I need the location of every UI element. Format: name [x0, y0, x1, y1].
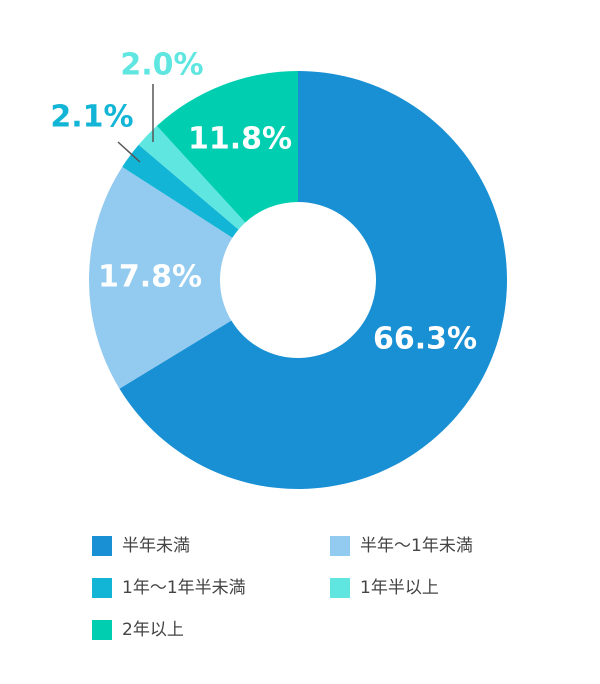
legend-swatch — [92, 536, 112, 556]
slice — [89, 166, 233, 389]
legend-swatch — [330, 578, 350, 598]
slice — [122, 144, 239, 238]
legend-label: 2年以上 — [122, 620, 184, 640]
leader-line — [117, 141, 141, 163]
legend-label: 半年未満 — [122, 536, 190, 556]
value-label: 11.8% — [188, 122, 292, 157]
slice — [138, 125, 246, 230]
legend-label: 1年半以上 — [360, 578, 439, 598]
slice — [156, 71, 298, 223]
value-label: 2.0% — [120, 48, 203, 83]
slice — [119, 71, 508, 489]
legend-swatch — [330, 536, 350, 556]
legend-swatch — [92, 578, 112, 598]
value-label: 2.1% — [50, 100, 133, 135]
legend-label: 1年〜1年半未満 — [122, 578, 246, 598]
legend-swatch — [92, 620, 112, 640]
legend-label: 半年〜1年未満 — [360, 536, 473, 556]
value-label: 17.8% — [98, 260, 202, 295]
value-label: 66.3% — [373, 322, 477, 357]
